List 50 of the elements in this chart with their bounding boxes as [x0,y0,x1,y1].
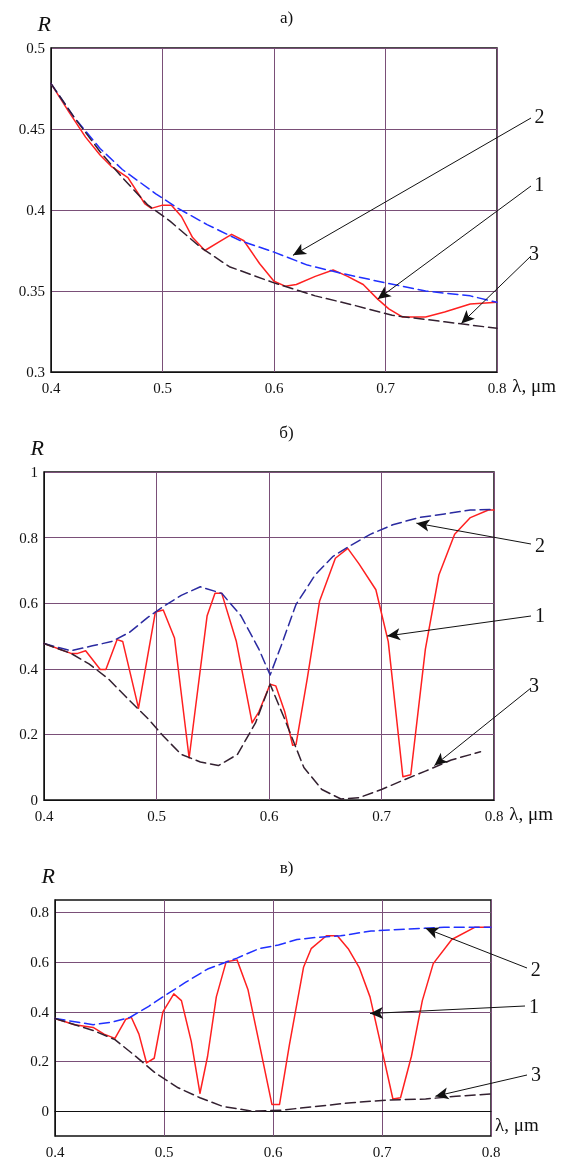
x-axis-title: λ, μm [512,375,557,396]
y-tick-label: 0.2 [19,726,38,743]
chart-title: а) [279,8,294,27]
x-tick-label: 0.5 [154,1143,174,1160]
annotation: 3 [528,242,539,265]
y-tick-label: 0.4 [26,202,46,218]
x-tick-label: 0.7 [372,1143,392,1160]
y-tick-label: 0.5 [26,40,45,56]
annotation: 2 [534,533,545,556]
y-tick-label: 0.6 [19,595,39,612]
x-tick-label: 0.8 [487,379,507,396]
x-tick-label: 0.8 [481,1143,501,1160]
x-tick-label: 0.4 [45,1143,65,1160]
x-tick-label: 0.5 [147,807,166,824]
y-tick-label: 0.4 [19,660,39,677]
chart-title: б) [279,423,294,442]
y-axis-title: R [36,10,52,36]
line-series [54,1017,492,1112]
annotation: 2 [530,958,541,981]
x-axis-title: λ, μm [495,1114,539,1136]
annotation: 1 [534,172,545,195]
y-tick-label: 0.45 [18,121,45,137]
x-axis-title: λ, μm [509,803,554,824]
x-tick-label: 0.7 [376,379,396,396]
y-tick-label: 0.2 [30,1053,49,1070]
y-tick-label: 0 [30,792,38,808]
x-tick-label: 0.7 [372,807,392,824]
y-tick-label: 0.8 [30,904,49,921]
y-tick-label: 1 [30,464,38,480]
y-axis-title: R [29,434,45,460]
annotation: 1 [534,604,545,627]
line-series [43,642,482,800]
x-tick-label: 0.5 [153,379,172,396]
annotation: 3 [529,674,540,697]
y-axis-title: R [40,862,56,888]
y-tick-label: 0.6 [30,954,50,971]
y-tick-label: 0.8 [19,529,38,546]
annotation: 1 [529,994,539,1017]
annotation: 3 [530,1063,541,1086]
x-tick-label: 0.6 [263,1143,283,1160]
y-tick-label: 0 [41,1103,49,1120]
x-tick-label: 0.4 [41,379,61,396]
chart-title: в) [279,858,294,877]
y-tick-label: 0.3 [26,364,45,380]
x-tick-label: 0.6 [259,807,279,824]
y-tick-label: 0.35 [18,283,45,299]
x-tick-label: 0.8 [484,807,504,824]
y-tick-label: 0.4 [30,1003,50,1020]
annotation: 2 [534,105,545,127]
x-tick-label: 0.6 [264,379,284,396]
